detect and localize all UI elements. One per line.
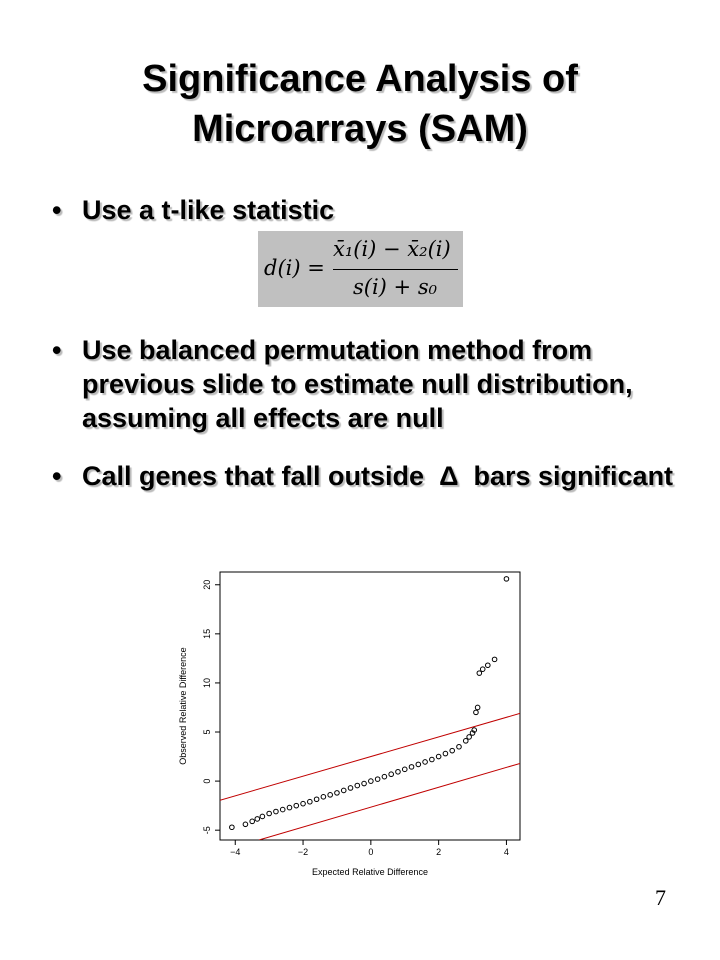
point (462, 738, 469, 744)
point (449, 747, 456, 754)
point (503, 576, 510, 582)
point (327, 792, 333, 798)
point (340, 787, 347, 794)
cutoff-line (258, 762, 520, 840)
point (471, 727, 478, 733)
y-tick-label: -5 (202, 826, 212, 834)
bullet-text: bars significant (473, 461, 674, 491)
point (259, 813, 266, 820)
point (307, 798, 313, 805)
y-tick-label: 15 (202, 629, 212, 639)
point (491, 656, 498, 663)
plot-frame (219, 571, 521, 841)
point (273, 808, 279, 815)
point (484, 662, 491, 669)
point (286, 804, 293, 811)
point (474, 704, 481, 711)
point (254, 816, 261, 822)
point (442, 750, 449, 757)
x-tick-label: 0 (368, 847, 373, 857)
formula: d(i) = x̄₁(i) − x̄₂(i) s(i) + s₀ (258, 231, 463, 307)
point (401, 766, 408, 773)
page-number: 7 (655, 885, 666, 910)
point (415, 761, 422, 768)
point (347, 785, 354, 791)
point (354, 782, 361, 789)
x-tick-label: 2 (436, 847, 441, 857)
formula-numerator: x̄₁(i) − x̄₂(i) (333, 237, 451, 261)
point (408, 764, 415, 770)
y-tick-label: 5 (202, 730, 212, 735)
point (266, 810, 272, 817)
point (388, 771, 394, 778)
point (229, 824, 235, 831)
bullet: Use balanced permutation method from pre… (52, 333, 702, 435)
point (479, 666, 486, 672)
point (293, 802, 300, 809)
point (476, 670, 483, 676)
y-axis-label: Observed Relative Difference (178, 647, 188, 764)
cutoff-line (220, 712, 520, 801)
title: Microarrays (SAM) (192, 108, 528, 150)
point (334, 790, 340, 796)
formula-lhs: d(i) = (264, 256, 325, 280)
point (473, 709, 479, 716)
point (429, 756, 435, 763)
point (320, 794, 327, 800)
point (435, 753, 442, 760)
point (395, 768, 401, 775)
point (242, 821, 249, 828)
point (469, 730, 476, 736)
y-tick-label: 0 (202, 779, 212, 784)
x-tick-label: 4 (504, 847, 509, 857)
point (368, 778, 374, 784)
y-tick-label: 20 (202, 580, 212, 590)
point (374, 776, 381, 782)
title: Significance Analysis of (142, 58, 578, 100)
point (279, 806, 286, 813)
bullet: Use a t-like statistic (52, 193, 702, 227)
x-tick-label: −2 (298, 847, 308, 857)
x-tick-label: −4 (230, 847, 240, 857)
x-axis-label: Expected Relative Difference (312, 867, 428, 877)
delta: Δ (439, 461, 459, 491)
point (466, 734, 472, 740)
formula-denominator: s(i) + s₀ (353, 275, 438, 299)
point (313, 796, 320, 803)
point (422, 759, 428, 765)
bullet-text: Call genes that fall outside (82, 461, 425, 491)
bullet: Call genes that fall outside Δ bars sign… (52, 459, 702, 493)
point (456, 743, 462, 750)
point (381, 773, 388, 780)
point (300, 800, 306, 807)
point (249, 818, 256, 825)
y-tick-label: 10 (202, 678, 212, 688)
point (361, 780, 367, 787)
